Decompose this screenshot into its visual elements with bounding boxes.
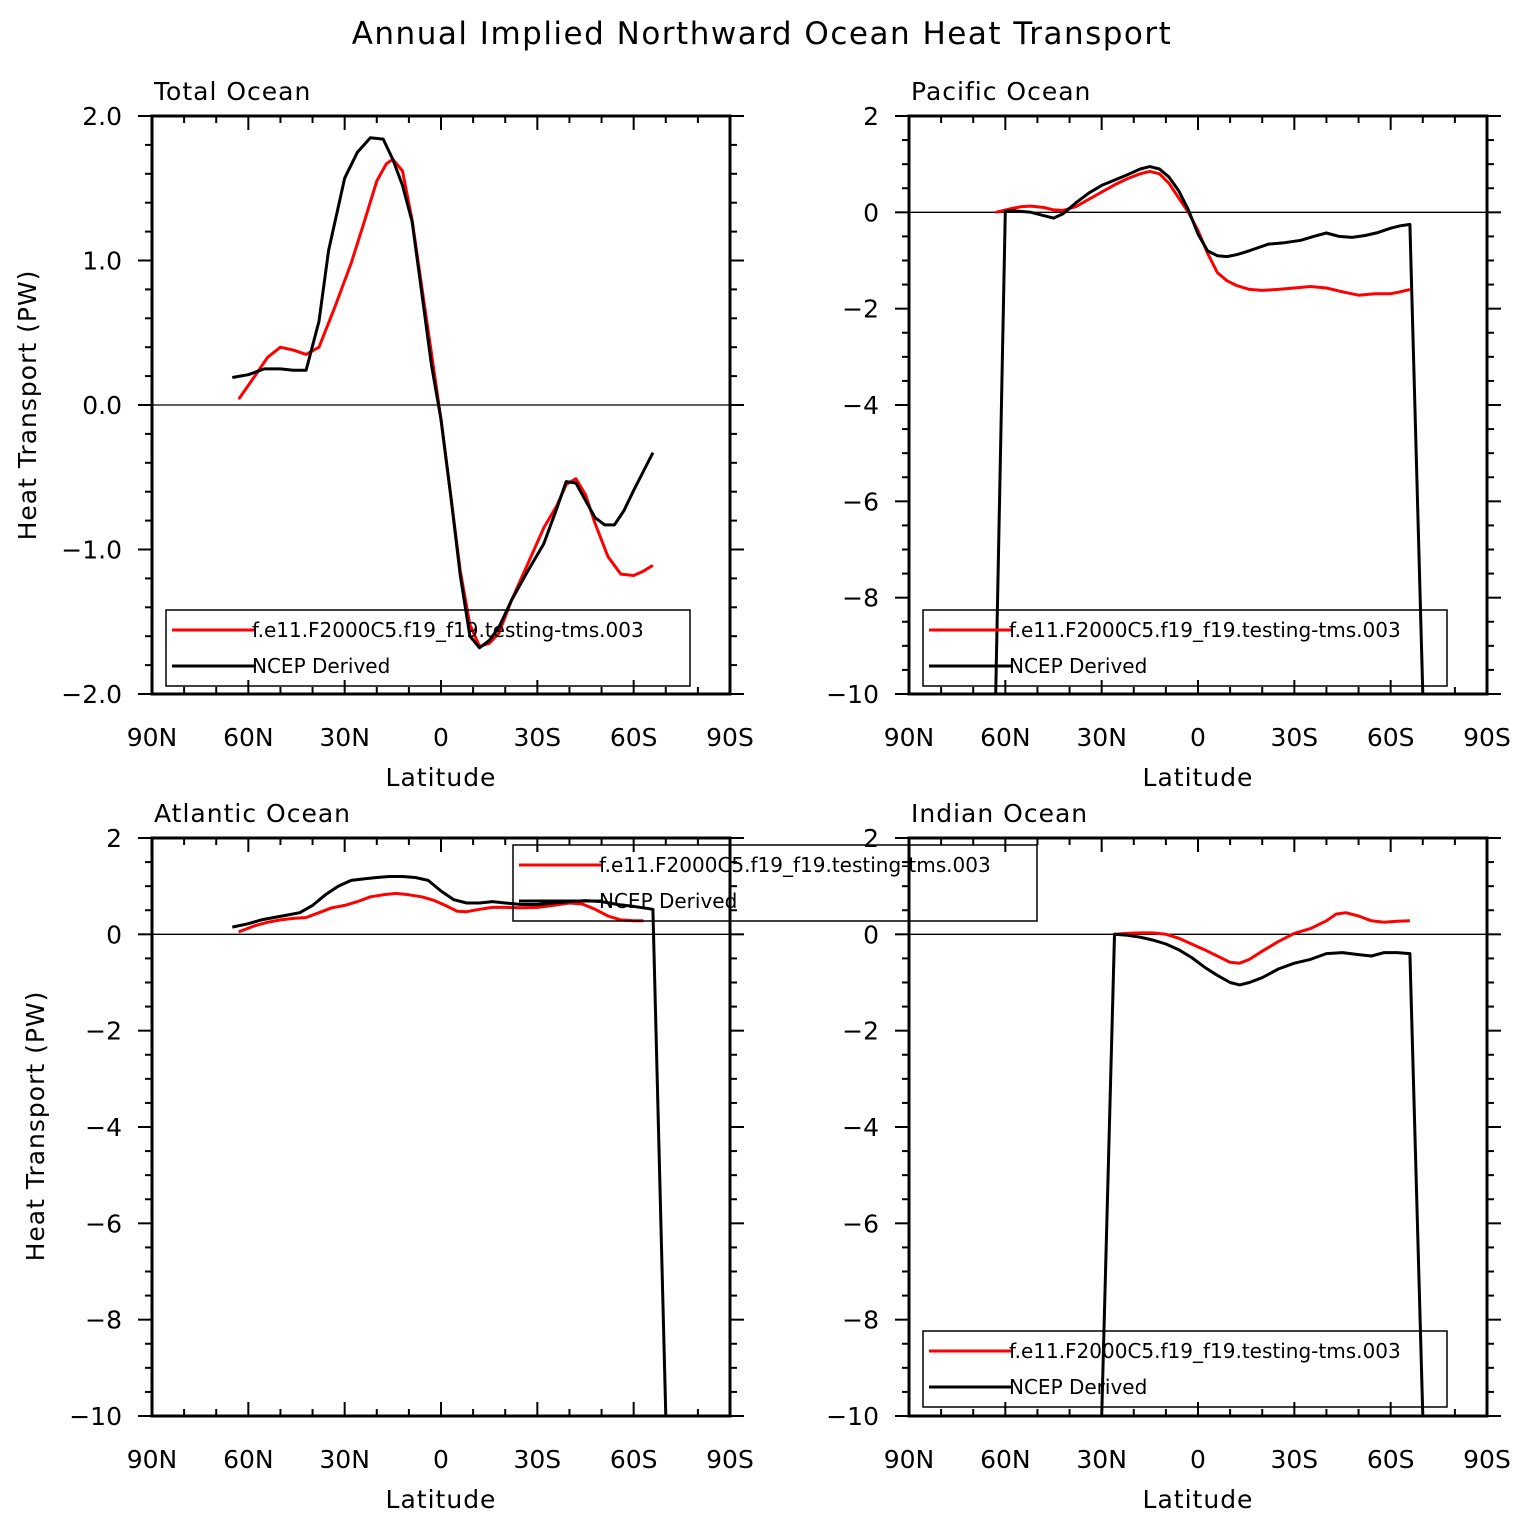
legend-box — [165, 609, 691, 687]
chart-panel: Pacific Ocean 90N 60N 30N 0 30S 60S 90S 2 0 −2 −4 −6… — [826, 77, 1511, 792]
legend-label-model: f.e11.F2000C5.f19_f19.testing-tms.003 — [599, 853, 991, 877]
x-axis-label: Latitude — [386, 763, 497, 792]
legend-label-ncep: NCEP Derived — [252, 654, 390, 678]
y-tick-label: 2 — [863, 102, 879, 131]
legend-box — [922, 609, 1448, 687]
x-tick-label: 60S — [610, 1445, 658, 1474]
y-tick-label: −1.0 — [61, 536, 122, 565]
legend-label-ncep: NCEP Derived — [599, 889, 737, 913]
x-tick-label: 30N — [1076, 723, 1127, 752]
y-tick-label: −6 — [85, 1209, 122, 1238]
plot-frame — [150, 836, 732, 1418]
x-tick-label: 30N — [319, 723, 370, 752]
x-tick-label: 90S — [1463, 723, 1511, 752]
legend-label-ncep: NCEP Derived — [1009, 654, 1147, 678]
model-series-line — [238, 891, 644, 934]
x-tick-label: 0 — [433, 723, 449, 752]
panel-title: Indian Ocean — [911, 799, 1088, 828]
plot-frame — [907, 114, 1489, 696]
panel-title: Atlantic Ocean — [154, 799, 351, 828]
x-tick-label: 90N — [127, 723, 178, 752]
x-tick-label: 30N — [319, 1445, 370, 1474]
figure-title: Annual Implied Northward Ocean Heat Tran… — [352, 16, 1173, 52]
x-axis-label: Latitude — [1143, 1485, 1254, 1514]
y-tick-label: −8 — [85, 1306, 122, 1335]
x-tick-label: 30S — [1270, 1445, 1318, 1474]
x-tick-label: 0 — [1190, 723, 1206, 752]
y-tick-label: −6 — [842, 1209, 879, 1238]
x-tick-label: 30S — [513, 723, 561, 752]
y-tick-label: −4 — [85, 1113, 122, 1142]
legend-box — [922, 1330, 1448, 1408]
model-series-line — [237, 157, 654, 648]
x-axis-label: Latitude — [386, 1485, 497, 1514]
x-tick-label: 30S — [513, 1445, 561, 1474]
model-series-line — [995, 169, 1411, 297]
x-tick-label: 90S — [1463, 1445, 1511, 1474]
x-tick-label: 60N — [223, 723, 274, 752]
y-tick-label: −8 — [842, 584, 879, 613]
x-tick-label: 0 — [1190, 1445, 1206, 1474]
y-tick-label: 0.0 — [82, 391, 122, 420]
y-tick-label: 0 — [863, 920, 879, 949]
panel-title: Pacific Ocean — [911, 77, 1091, 106]
x-tick-label: 60N — [980, 1445, 1031, 1474]
x-tick-label: 60S — [1367, 723, 1415, 752]
y-tick-label: 0 — [106, 920, 122, 949]
ncep-series-line — [231, 875, 730, 1416]
x-tick-label: 60S — [1367, 1445, 1415, 1474]
x-tick-label: 90N — [884, 723, 935, 752]
y-tick-label: −10 — [826, 1402, 879, 1431]
chart-panel: Indian Ocean 90N 60N 30N 0 30S 60S 90S 2 0 −2 −4 −6 −… — [826, 799, 1511, 1514]
y-tick-label: 2 — [863, 824, 879, 853]
y-tick-label: 2 — [106, 824, 122, 853]
x-tick-label: 90S — [706, 723, 754, 752]
plot-frame — [907, 836, 1489, 1418]
y-tick-label: −10 — [69, 1402, 122, 1431]
x-tick-label: 60N — [980, 723, 1031, 752]
legend-label-ncep: NCEP Derived — [1009, 1375, 1147, 1399]
y-tick-label: −2 — [842, 295, 879, 324]
y-axis-label: Heat Transport (PW) — [13, 270, 42, 541]
ncep-series-line — [909, 165, 1487, 694]
legend: f.e11.F2000C5.f19_f19.testing-tms.003 NCE… — [922, 1330, 1448, 1408]
panel-title: Total Ocean — [153, 77, 311, 106]
plot-frame — [150, 114, 732, 696]
y-tick-label: −4 — [842, 1113, 879, 1142]
x-tick-label: 60N — [223, 1445, 274, 1474]
y-tick-label: 2.0 — [82, 102, 122, 131]
x-tick-label: 30S — [1270, 723, 1318, 752]
legend-label-model: f.e11.F2000C5.f19_f19.testing-tms.003 — [1009, 618, 1401, 642]
x-tick-label: 90N — [884, 1445, 935, 1474]
x-tick-label: 90N — [127, 1445, 178, 1474]
chart-panel: Atlantic Ocean 90N 60N 30N 0 30S 60S 90S 2 0 −2 −4 −… — [21, 799, 1038, 1514]
y-tick-label: −2.0 — [61, 680, 122, 709]
legend: f.e11.F2000C5.f19_f19.testing-tms.003 NCE… — [165, 609, 691, 687]
y-tick-label: −2 — [842, 1017, 879, 1046]
y-tick-label: 1.0 — [82, 247, 122, 276]
legend: f.e11.F2000C5.f19_f19.testing-tms.003 NCE… — [922, 609, 1448, 687]
y-tick-label: −8 — [842, 1306, 879, 1335]
x-tick-label: 0 — [433, 1445, 449, 1474]
chart-panel: Total Ocean 90N 60N 30N 0 30S 60S 90S 2.0 1.0 0.0 −… — [13, 77, 754, 792]
y-tick-label: −2 — [85, 1017, 122, 1046]
y-tick-label: −6 — [842, 487, 879, 516]
panels: Total Ocean 90N 60N 30N 0 30S 60S 90S 2.0 1.0 0.0 −… — [13, 77, 1511, 1514]
x-tick-label: 60S — [610, 723, 658, 752]
legend: f.e11.F2000C5.f19_f19.testing-tms.003 NCE… — [512, 844, 1038, 922]
y-tick-label: 0 — [863, 198, 879, 227]
x-tick-label: 30N — [1076, 1445, 1127, 1474]
y-tick-label: −4 — [842, 391, 879, 420]
x-axis-label: Latitude — [1143, 763, 1254, 792]
y-tick-label: −10 — [826, 680, 879, 709]
x-tick-label: 90S — [706, 1445, 754, 1474]
ncep-series-line — [909, 932, 1487, 1416]
model-series-line — [1114, 911, 1410, 965]
legend-box — [512, 844, 1038, 922]
legend-label-model: f.e11.F2000C5.f19_f19.testing-tms.003 — [1009, 1339, 1401, 1363]
legend-label-model: f.e11.F2000C5.f19_f19.testing-tms.003 — [252, 618, 644, 642]
ncep-series-line — [232, 136, 655, 650]
y-axis-label: Heat Transport (PW) — [21, 991, 50, 1262]
